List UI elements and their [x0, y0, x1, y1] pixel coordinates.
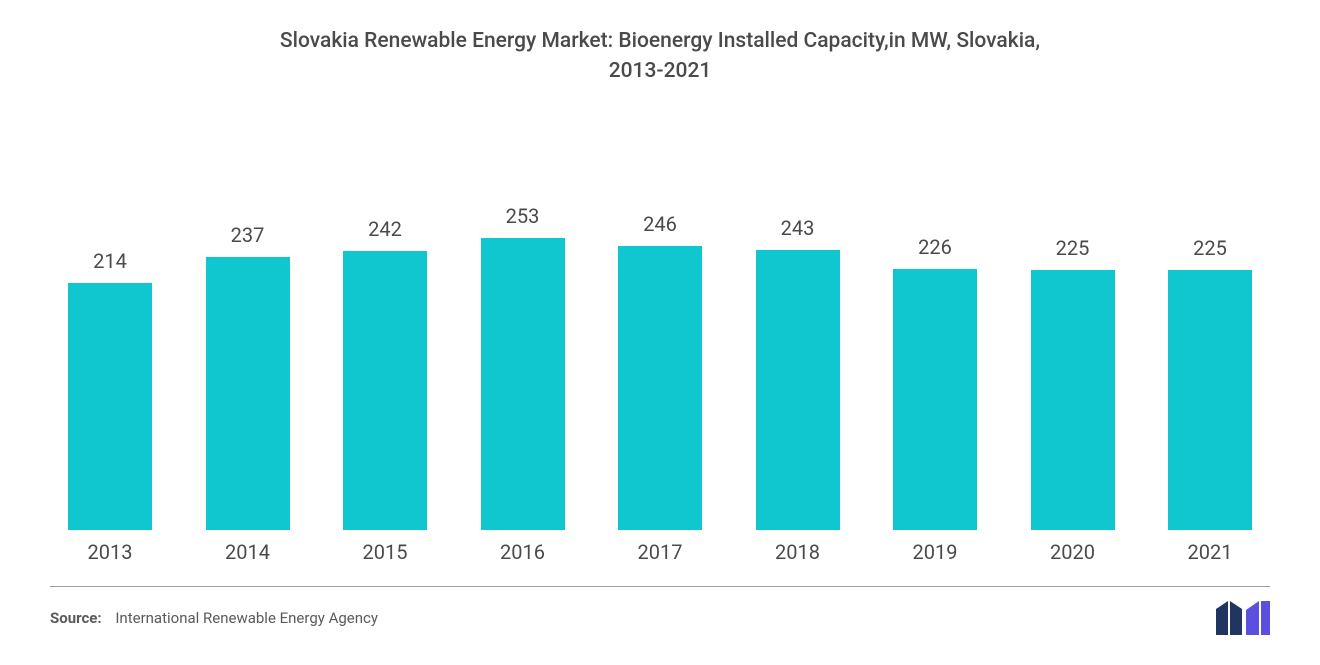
bar-value-label: 237 — [231, 223, 265, 247]
chart-title-line2: 2013-2021 — [609, 59, 712, 83]
x-tick-label: 2018 — [738, 540, 858, 564]
x-tick-label: 2020 — [1013, 540, 1133, 564]
bar-group: 253 — [463, 204, 583, 530]
x-tick-label: 2019 — [875, 540, 995, 564]
source-text: International Renewable Energy Agency — [115, 609, 378, 627]
bar-value-label: 246 — [643, 212, 677, 236]
bar-group: 246 — [600, 212, 720, 530]
bar-value-label: 214 — [93, 249, 127, 273]
x-tick-label: 2015 — [325, 540, 445, 564]
x-tick-label: 2013 — [50, 540, 170, 564]
x-tick-label: 2017 — [600, 540, 720, 564]
bar-group: 242 — [325, 217, 445, 530]
x-axis: 2013 2014 2015 2016 2017 2018 2019 2020 2021 — [40, 540, 1280, 564]
bar-value-label: 253 — [506, 204, 540, 228]
bar-group: 226 — [875, 235, 995, 530]
bar-value-label: 226 — [918, 235, 952, 259]
bar — [756, 250, 840, 530]
brand-logo-icon — [1216, 601, 1270, 635]
chart-footer: Source: International Renewable Energy A… — [50, 586, 1270, 635]
source-label: Source: — [50, 609, 102, 627]
chart-title-line1: Slovakia Renewable Energy Market: Bioene… — [280, 29, 1040, 53]
x-tick-label: 2014 — [188, 540, 308, 564]
bar-value-label: 225 — [1056, 236, 1090, 260]
bar — [481, 238, 565, 530]
bar — [343, 251, 427, 530]
bar-group: 243 — [738, 216, 858, 530]
bar — [68, 283, 152, 530]
bar-group: 214 — [50, 249, 170, 530]
bar-value-label: 242 — [368, 217, 402, 241]
bar-group: 225 — [1150, 236, 1270, 530]
bar-value-label: 225 — [1193, 236, 1227, 260]
bar-value-label: 243 — [781, 216, 815, 240]
bar — [206, 257, 290, 530]
bar — [893, 269, 977, 530]
bar-group: 225 — [1013, 236, 1133, 530]
chart-title: Slovakia Renewable Energy Market: Bioene… — [40, 26, 1280, 87]
bar — [1168, 270, 1252, 530]
plot-area: 214 237 242 253 246 243 226 225 225 — [40, 120, 1280, 530]
bar — [618, 246, 702, 530]
bar-group: 237 — [188, 223, 308, 530]
bar — [1031, 270, 1115, 530]
source-line: Source: International Renewable Energy A… — [50, 609, 378, 627]
chart-container: Slovakia Renewable Energy Market: Bioene… — [0, 0, 1320, 665]
x-tick-label: 2016 — [463, 540, 583, 564]
x-tick-label: 2021 — [1150, 540, 1270, 564]
